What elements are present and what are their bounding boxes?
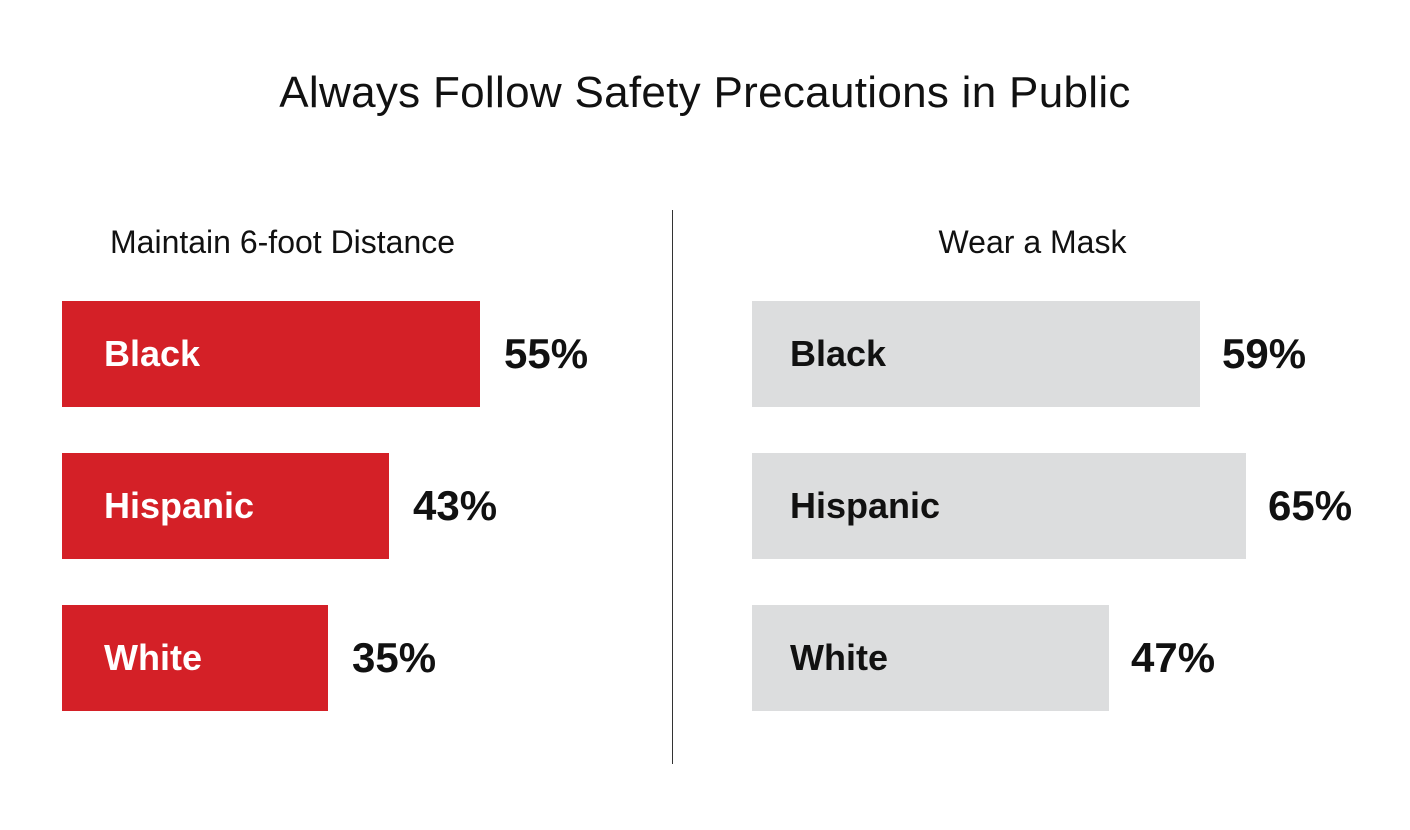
mask-bar-label-black: Black — [790, 333, 887, 374]
mask-value-label-white: 47% — [1131, 634, 1216, 681]
mask-row-white: White 47% — [752, 605, 1249, 711]
panel-title-mask: Wear a Mask — [938, 224, 1127, 260]
distance-row-white: White 35% — [62, 605, 468, 711]
distance-value-label-hispanic: 43% — [413, 482, 498, 529]
distance-bar-black — [62, 301, 480, 407]
mask-bar-hispanic — [752, 453, 1246, 559]
distance-row-hispanic: Hispanic 43% — [62, 453, 529, 559]
mask-bar-white — [752, 605, 1109, 711]
mask-row-black: Black 59% — [752, 301, 1340, 407]
mask-bar-black — [752, 301, 1200, 407]
distance-bar-hispanic — [62, 453, 389, 559]
chart-title: Always Follow Safety Precautions in Publ… — [279, 68, 1131, 117]
distance-row-black: Black 55% — [62, 301, 620, 407]
mask-value-label-black: 59% — [1222, 330, 1307, 377]
mask-row-hispanic: Hispanic 65% — [752, 453, 1386, 559]
distance-bar-label-white: White — [104, 637, 202, 678]
distance-value-label-white: 35% — [352, 634, 437, 681]
mask-bar-label-hispanic: Hispanic — [790, 485, 941, 526]
mask-value-label-hispanic: 65% — [1268, 482, 1353, 529]
mask-bar-label-white: White — [790, 637, 888, 678]
distance-value-label-black: 55% — [504, 330, 589, 377]
distance-bar-label-hispanic: Hispanic — [104, 485, 255, 526]
panel-title-distance: Maintain 6-foot Distance — [110, 224, 456, 260]
distance-bar-label-black: Black — [104, 333, 201, 374]
distance-bar-white — [62, 605, 328, 711]
panel-divider — [672, 210, 673, 764]
